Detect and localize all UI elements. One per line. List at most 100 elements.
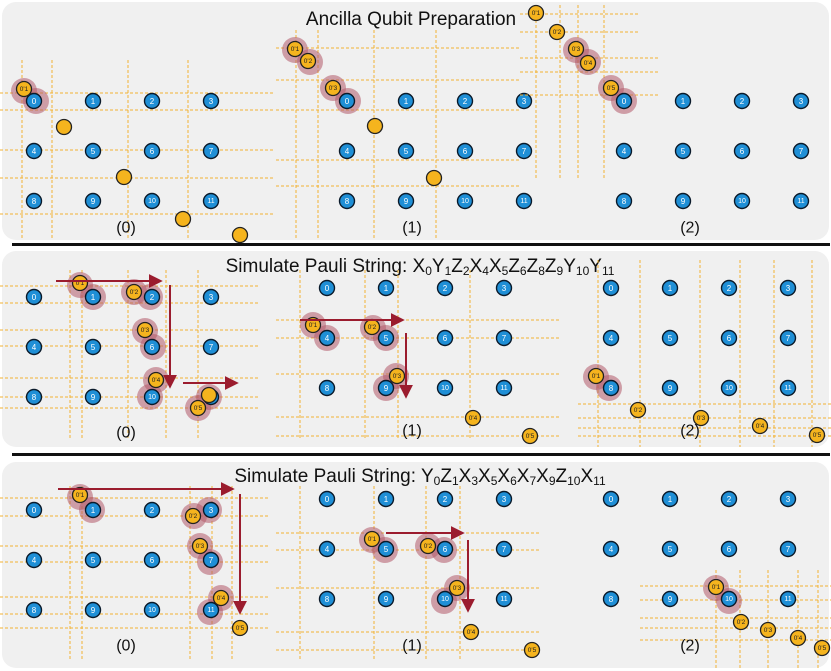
ancilla-qubit bbox=[212, 589, 230, 607]
qubit-label: 0 bbox=[32, 97, 37, 106]
qubit-label: 4 bbox=[345, 147, 350, 156]
ancilla-label: 0'2 bbox=[553, 29, 562, 36]
pauli-op: Z bbox=[527, 256, 539, 277]
data-qubit bbox=[602, 590, 620, 608]
ancilla-qubit bbox=[71, 486, 89, 504]
ancilla-label: 0'1 bbox=[712, 584, 721, 591]
pauli-index: 7 bbox=[529, 474, 536, 488]
qubit-label: 10 bbox=[148, 394, 156, 401]
ancilla-qubit bbox=[189, 399, 207, 417]
qubit-label: 1 bbox=[404, 97, 409, 106]
ancilla-label: 0'3 bbox=[764, 627, 773, 634]
qubit-label: 7 bbox=[209, 556, 214, 565]
data-qubit bbox=[495, 379, 513, 397]
data-qubit bbox=[733, 142, 751, 160]
qubit-label: 11 bbox=[207, 607, 214, 614]
data-qubit bbox=[84, 192, 102, 210]
data-qubit bbox=[436, 590, 454, 608]
qubit-label: 4 bbox=[609, 545, 614, 554]
data-qubit bbox=[661, 379, 679, 397]
pauli-op: X bbox=[459, 466, 472, 487]
qubit-label: 10 bbox=[148, 198, 156, 205]
qubit-label: 5 bbox=[668, 545, 673, 554]
data-qubit bbox=[602, 379, 620, 397]
qubit-label: 8 bbox=[345, 197, 350, 206]
ancilla-label: 0'5 bbox=[607, 85, 616, 92]
qubit-label: 6 bbox=[443, 545, 448, 554]
qubit-label: 8 bbox=[622, 197, 627, 206]
data-qubit bbox=[615, 192, 633, 210]
data-qubit bbox=[436, 279, 454, 297]
pauli-op: X bbox=[478, 466, 491, 487]
ancilla-qubit bbox=[789, 629, 807, 647]
data-qubit bbox=[495, 279, 513, 297]
data-qubit bbox=[318, 590, 336, 608]
ancilla-label: 0'3 bbox=[453, 585, 462, 592]
data-qubit bbox=[25, 601, 43, 619]
data-qubit bbox=[602, 279, 620, 297]
data-qubit bbox=[377, 540, 395, 558]
data-qubit bbox=[720, 379, 738, 397]
pauli-index: 1 bbox=[452, 474, 459, 488]
data-qubit bbox=[143, 551, 161, 569]
pauli-index: 2 bbox=[463, 264, 470, 278]
pauli-index: 1 bbox=[445, 264, 452, 278]
subfigure-caption: (1) bbox=[402, 638, 422, 655]
ancilla-qubit bbox=[231, 226, 249, 244]
qubit-label: 0 bbox=[325, 495, 330, 504]
pauli-op: X bbox=[580, 466, 593, 487]
ancilla-label: 0'1 bbox=[20, 86, 29, 93]
qubit-label: 6 bbox=[727, 545, 732, 554]
qubit-label: 2 bbox=[727, 284, 732, 293]
subfigure-0-2: 0 1 2 3 4 5 6 7 8 9 10 11 0'1 0'2 0'3 0'4 0'5 (0) bbox=[0, 482, 270, 660]
data-qubit bbox=[143, 338, 161, 356]
data-qubit bbox=[674, 192, 692, 210]
data-qubit bbox=[25, 551, 43, 569]
qubit-label: 5 bbox=[91, 343, 96, 352]
qubit-label: 9 bbox=[404, 197, 409, 206]
separator-line bbox=[12, 243, 830, 246]
qubit-label: 0 bbox=[609, 495, 614, 504]
data-qubit bbox=[515, 92, 533, 110]
ancilla-label: 0'4 bbox=[584, 60, 593, 67]
qubit-label: 3 bbox=[209, 97, 214, 106]
ancilla-qubit bbox=[707, 578, 725, 596]
pauli-index: 10 bbox=[567, 474, 581, 488]
qubit-label: 9 bbox=[681, 197, 686, 206]
ancilla-qubit bbox=[751, 417, 769, 435]
qubit-label: 2 bbox=[463, 97, 468, 106]
ancilla-qubit bbox=[579, 54, 597, 72]
qubit-label: 11 bbox=[500, 385, 507, 392]
ancilla-label: 0'4 bbox=[469, 415, 478, 422]
qubit-label: 7 bbox=[786, 334, 791, 343]
qubit-label: 7 bbox=[786, 545, 791, 554]
qubit-label: 5 bbox=[668, 334, 673, 343]
pauli-index: 5 bbox=[502, 264, 509, 278]
separator-line bbox=[12, 453, 830, 456]
qubit-label: 10 bbox=[725, 596, 733, 603]
title-text: Ancilla Qubit Preparation bbox=[306, 9, 516, 30]
qubit-label: 8 bbox=[32, 197, 37, 206]
qubit-label: 2 bbox=[443, 284, 448, 293]
qubit-label: 9 bbox=[91, 197, 96, 206]
ancilla-qubit bbox=[363, 530, 381, 548]
data-qubit bbox=[25, 288, 43, 306]
pauli-op: Y bbox=[589, 256, 602, 277]
qubit-label: 8 bbox=[609, 384, 614, 393]
ancilla-qubit bbox=[136, 321, 154, 339]
qubit-label: 6 bbox=[150, 147, 155, 156]
data-qubit bbox=[377, 329, 395, 347]
qubit-label: 6 bbox=[150, 556, 155, 565]
ancilla-label: 0'5 bbox=[818, 645, 827, 652]
qubit-label: 0 bbox=[32, 293, 37, 302]
ancilla-label: 0'4 bbox=[467, 629, 476, 636]
qubit-label: 5 bbox=[404, 147, 409, 156]
ancilla-qubit bbox=[629, 401, 647, 419]
ancilla-qubit bbox=[521, 427, 539, 445]
data-qubit bbox=[792, 92, 810, 110]
qubit-label: 9 bbox=[384, 384, 389, 393]
ancilla-label: 0'3 bbox=[572, 46, 581, 53]
pauli-op: X bbox=[497, 466, 510, 487]
data-qubit bbox=[515, 192, 533, 210]
data-qubit bbox=[602, 329, 620, 347]
